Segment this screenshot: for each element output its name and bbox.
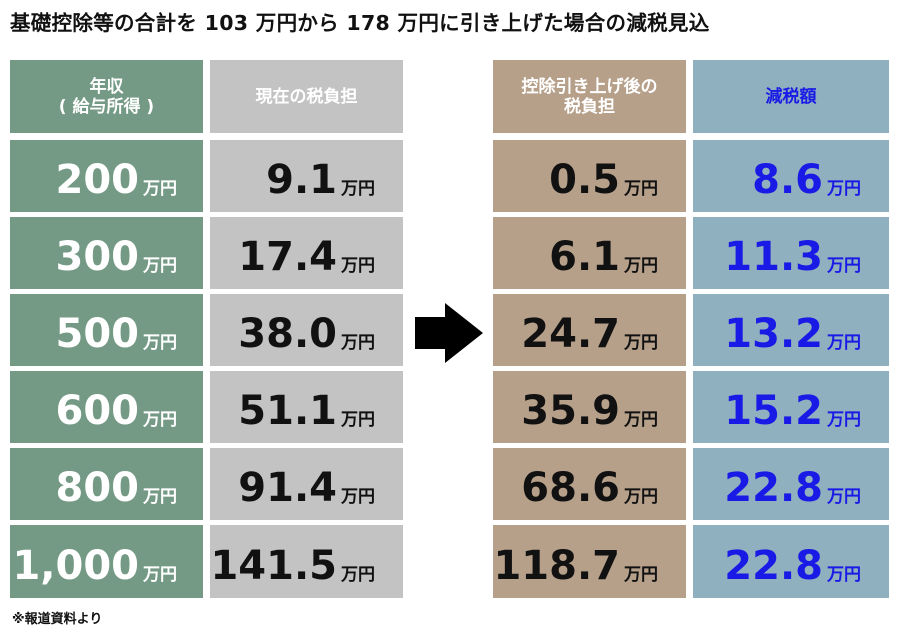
cell-after-tax: 0.5 万円 (493, 140, 686, 212)
cell-current-tax: 51.1 万円 (210, 371, 403, 443)
unit-label: 万円 (624, 565, 658, 585)
unit-label: 万円 (143, 333, 177, 353)
cell-current-tax: 9.1 万円 (210, 140, 403, 212)
current-tax-value: 51.1 (238, 388, 337, 434)
cell-current-tax: 17.4 万円 (210, 217, 403, 289)
income-value: 200 (55, 157, 140, 203)
cell-reduction: 22.8 万円 (693, 448, 889, 520)
after-tax-value: 0.5 (549, 157, 620, 203)
after-tax-value: 35.9 (521, 388, 620, 434)
cell-current-tax: 38.0 万円 (210, 294, 403, 366)
right-arrow-icon (415, 303, 483, 363)
cell-income: 600 万円 (10, 371, 203, 443)
reduction-value: 8.6 (752, 157, 823, 203)
unit-label: 万円 (143, 410, 177, 430)
income-value: 1,000 (12, 543, 139, 589)
current-tax-value: 141.5 (210, 543, 337, 589)
after-tax-value: 6.1 (549, 234, 620, 280)
unit-label: 万円 (143, 487, 177, 507)
cell-reduction: 8.6 万円 (693, 140, 889, 212)
income-value: 800 (55, 465, 140, 511)
cell-reduction: 11.3 万円 (693, 217, 889, 289)
cell-after-tax: 118.7 万円 (493, 525, 686, 598)
header-current-label: 現在の税負担 (255, 86, 358, 107)
cell-income: 800 万円 (10, 448, 203, 520)
cell-after-tax: 6.1 万円 (493, 217, 686, 289)
unit-label: 万円 (624, 179, 658, 199)
unit-label: 万円 (827, 179, 861, 199)
cell-income: 200 万円 (10, 140, 203, 212)
income-value: 300 (55, 234, 140, 280)
unit-label: 万円 (341, 410, 375, 430)
header-income-line2: ( 給与所得 ) (58, 96, 155, 117)
reduction-value: 13.2 (724, 311, 823, 357)
cell-current-tax: 91.4 万円 (210, 448, 403, 520)
current-tax-value: 38.0 (238, 311, 337, 357)
cell-after-tax: 35.9 万円 (493, 371, 686, 443)
cell-current-tax: 141.5 万円 (210, 525, 403, 598)
after-tax-value: 24.7 (521, 311, 620, 357)
header-reduction: 減税額 (693, 60, 889, 133)
reduction-value: 11.3 (724, 234, 823, 280)
source-note: ※報道資料より (12, 612, 103, 627)
header-after-line2: 税負担 (564, 96, 615, 117)
header-income-line1: 年収 (89, 76, 124, 97)
current-tax-value: 9.1 (266, 157, 337, 203)
current-tax-value: 17.4 (238, 234, 337, 280)
unit-label: 万円 (624, 487, 658, 507)
cell-reduction: 13.2 万円 (693, 294, 889, 366)
unit-label: 万円 (341, 333, 375, 353)
cell-after-tax: 24.7 万円 (493, 294, 686, 366)
cell-income: 300 万円 (10, 217, 203, 289)
unit-label: 万円 (143, 565, 177, 585)
header-after-line1: 控除引き上げ後の (521, 76, 658, 97)
unit-label: 万円 (624, 333, 658, 353)
unit-label: 万円 (143, 256, 177, 276)
header-income: 年収 ( 給与所得 ) (10, 60, 203, 133)
unit-label: 万円 (827, 333, 861, 353)
unit-label: 万円 (827, 410, 861, 430)
unit-label: 万円 (624, 256, 658, 276)
unit-label: 万円 (143, 179, 177, 199)
current-tax-value: 91.4 (238, 465, 337, 511)
unit-label: 万円 (827, 565, 861, 585)
header-current-tax: 現在の税負担 (210, 60, 403, 133)
income-value: 600 (55, 388, 140, 434)
unit-label: 万円 (341, 487, 375, 507)
header-after-tax: 控除引き上げ後の 税負担 (493, 60, 686, 133)
cell-income: 1,000 万円 (10, 525, 203, 598)
after-tax-value: 68.6 (521, 465, 620, 511)
reduction-value: 22.8 (724, 543, 823, 589)
after-tax-value: 118.7 (493, 543, 620, 589)
unit-label: 万円 (341, 565, 375, 585)
unit-label: 万円 (827, 487, 861, 507)
unit-label: 万円 (624, 410, 658, 430)
header-reduction-label: 減税額 (765, 86, 817, 107)
cell-reduction: 15.2 万円 (693, 371, 889, 443)
reduction-value: 15.2 (724, 388, 823, 434)
cell-after-tax: 68.6 万円 (493, 448, 686, 520)
reduction-value: 22.8 (724, 465, 823, 511)
cell-income: 500 万円 (10, 294, 203, 366)
income-value: 500 (55, 311, 140, 357)
unit-label: 万円 (827, 256, 861, 276)
unit-label: 万円 (341, 256, 375, 276)
chart-title: 基礎控除等の合計を 103 万円から 178 万円に引き上げた場合の減税見込 (10, 11, 710, 35)
unit-label: 万円 (341, 179, 375, 199)
cell-reduction: 22.8 万円 (693, 525, 889, 598)
